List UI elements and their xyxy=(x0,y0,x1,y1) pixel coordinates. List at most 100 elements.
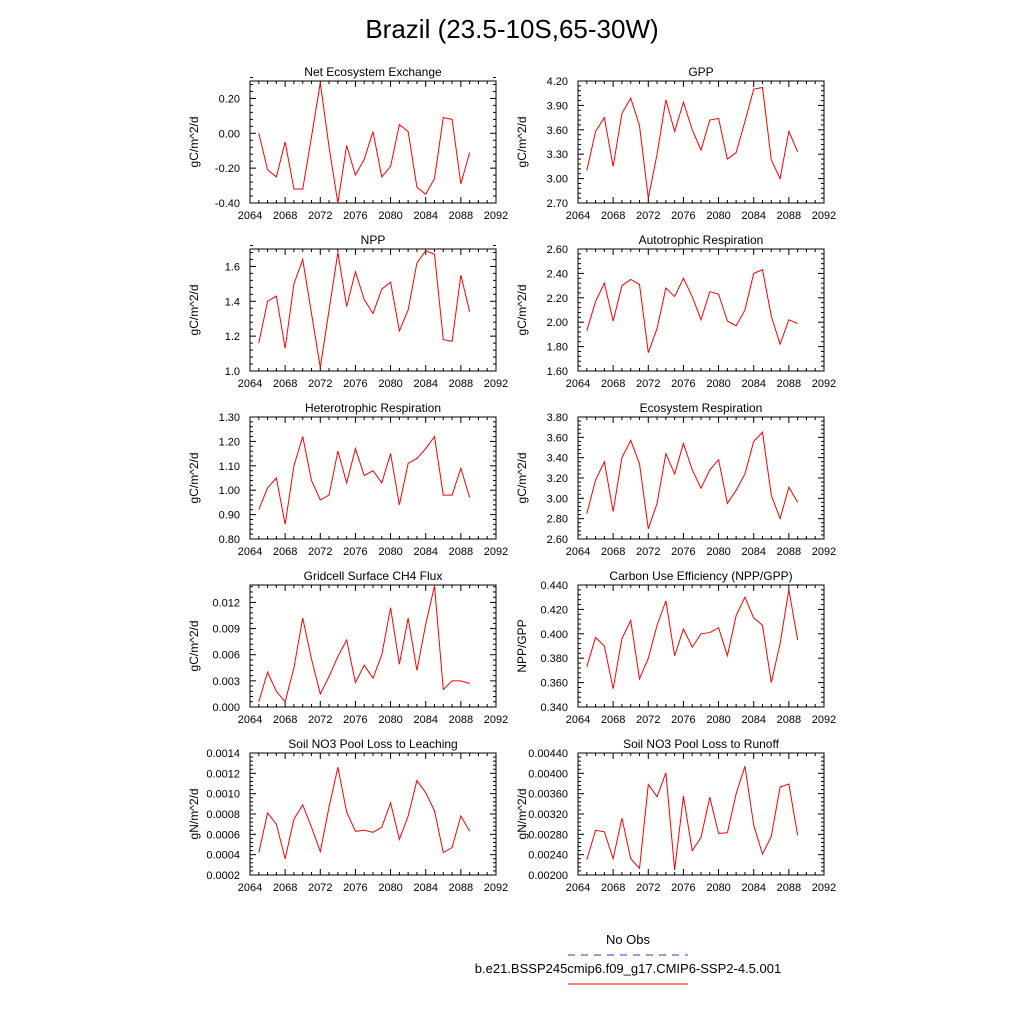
panel-1-y-axis-label: gC/m^2/d xyxy=(515,117,529,168)
panel-6-panel-title: Gridcell Surface CH4 Flux xyxy=(304,569,443,583)
panel-1-x-tick-label: 2076 xyxy=(671,210,695,222)
panel-6-x-tick-label: 2084 xyxy=(413,714,437,726)
panel-8-y-tick-label: 0.0008 xyxy=(206,809,240,821)
panel-1-x-tick-label: 2092 xyxy=(812,210,836,222)
panel-2-x-tick-label: 2076 xyxy=(343,378,367,390)
panel-2-x-tick-label: 2088 xyxy=(449,378,473,390)
panel-4-y-tick-label: 0.80 xyxy=(219,534,240,546)
panel-8-y-tick-label: 0.0010 xyxy=(206,789,240,801)
panel-7-y-tick-label: 0.340 xyxy=(540,702,568,714)
panel-0-y-tick-label: 0.00 xyxy=(219,128,240,140)
panel-3-plot-frame xyxy=(577,248,825,372)
panel-9-y-tick-label: 0.00240 xyxy=(528,850,568,862)
panel-1-y-tick-label: 3.60 xyxy=(547,125,568,137)
panel-0-x-tick-label: 2068 xyxy=(273,210,297,222)
panel-8-x-tick-label: 2072 xyxy=(308,882,332,894)
panel-0-x-tick-label: 2080 xyxy=(378,210,402,222)
panel-4-x-tick-label: 2092 xyxy=(484,546,508,558)
panel-9-x-tick-label: 2080 xyxy=(706,882,730,894)
panel-6-x-tick-label: 2068 xyxy=(273,714,297,726)
panel-4-y-tick-label: 1.30 xyxy=(219,412,240,424)
panel-6-y-tick-label: 0.006 xyxy=(212,650,240,662)
legend-obs-label: No Obs xyxy=(605,932,651,947)
panel-1-y-tick-label: 3.30 xyxy=(547,149,568,161)
panel-7-x-tick-label: 2072 xyxy=(636,714,660,726)
panel-3-y-tick-label: 2.20 xyxy=(547,293,568,305)
panel-5-x-tick-label: 2088 xyxy=(777,546,801,558)
page-title: Brazil (23.5-10S,65-30W) xyxy=(365,14,659,44)
panel-9-x-tick-label: 2088 xyxy=(777,882,801,894)
panel-2-panel-title: NPP xyxy=(361,233,386,247)
panel-4-series-line xyxy=(258,435,471,525)
panel-8-panel-title: Soil NO3 Pool Loss to Leaching xyxy=(288,737,457,751)
panel-5-panel-title: Ecosystem Respiration xyxy=(640,401,763,415)
panel-4-y-axis-label: gC/m^2/d xyxy=(187,453,201,504)
panel-6-x-tick-label: 2064 xyxy=(238,714,262,726)
panel-2-series-line xyxy=(258,250,471,368)
panel-3-panel-title: Autotrophic Respiration xyxy=(639,233,764,247)
panel-0-x-tick-label: 2076 xyxy=(343,210,367,222)
panel-9-y-tick-label: 0.00280 xyxy=(528,829,568,841)
panel-1-y-tick-label: 3.90 xyxy=(547,100,568,112)
panel-2-y-tick-label: 1.4 xyxy=(225,296,240,308)
panel-4-y-tick-label: 1.00 xyxy=(219,485,240,497)
panel-8-x-tick-label: 2080 xyxy=(378,882,402,894)
panel-4-y-tick-label: 1.10 xyxy=(219,461,240,473)
panel-4-panel-title: Heterotrophic Respiration xyxy=(305,401,441,415)
panel-6-x-tick-label: 2092 xyxy=(484,714,508,726)
panel-7-x-tick-label: 2064 xyxy=(566,714,590,726)
panel-6-plot-frame xyxy=(249,584,497,708)
panel-4-x-tick-label: 2072 xyxy=(308,546,332,558)
panel-1-x-tick-label: 2084 xyxy=(741,210,765,222)
panel-4-x-tick-label: 2084 xyxy=(413,546,437,558)
panel-0-x-tick-label: 2084 xyxy=(413,210,437,222)
panel-9-y-tick-label: 0.00320 xyxy=(528,809,568,821)
panel-3-y-tick-label: 2.00 xyxy=(547,317,568,329)
panel-2-y-axis-label: gC/m^2/d xyxy=(187,285,201,336)
panel-5-plot-frame xyxy=(577,416,825,540)
panel-5-y-tick-label: 3.60 xyxy=(547,432,568,444)
panel-3-series-line xyxy=(586,269,798,353)
panel-4-x-tick-label: 2080 xyxy=(378,546,402,558)
panel-3-x-tick-label: 2072 xyxy=(636,378,660,390)
panel-2-x-tick-label: 2084 xyxy=(413,378,437,390)
panel-7-x-tick-label: 2080 xyxy=(706,714,730,726)
panel-1-x-tick-label: 2064 xyxy=(566,210,590,222)
panel-0-panel-title: Net Ecosystem Exchange xyxy=(304,65,442,79)
panel-3-x-tick-label: 2064 xyxy=(566,378,590,390)
panel-8-y-tick-label: 0.0012 xyxy=(206,768,240,780)
panel-1-y-tick-label: 2.70 xyxy=(547,198,568,210)
panel-2-plot-frame xyxy=(249,248,497,372)
panel-2-y-tick-label: 1.0 xyxy=(225,366,240,378)
panel-7-panel-title: Carbon Use Efficiency (NPP/GPP) xyxy=(609,569,792,583)
panel-2-y-tick-label: 1.6 xyxy=(225,261,240,273)
panel-5-y-tick-label: 3.20 xyxy=(547,473,568,485)
panel-4-x-tick-label: 2064 xyxy=(238,546,262,558)
panel-3-x-tick-label: 2076 xyxy=(671,378,695,390)
panel-9-x-tick-label: 2072 xyxy=(636,882,660,894)
panel-0-y-axis-label: gC/m^2/d xyxy=(187,117,201,168)
panel-3-y-axis-label: gC/m^2/d xyxy=(515,285,529,336)
panel-9-x-tick-label: 2084 xyxy=(741,882,765,894)
panel-3-y-tick-label: 1.80 xyxy=(547,342,568,354)
panel-3-x-tick-label: 2084 xyxy=(741,378,765,390)
panel-3-x-tick-label: 2080 xyxy=(706,378,730,390)
panel-7-y-tick-label: 0.440 xyxy=(540,580,568,592)
panel-0-x-tick-label: 2064 xyxy=(238,210,262,222)
panel-7-x-tick-label: 2076 xyxy=(671,714,695,726)
panel-9-y-tick-label: 0.00440 xyxy=(528,748,568,760)
panel-6-y-axis-label: gC/m^2/d xyxy=(187,621,201,672)
panel-7-y-tick-label: 0.400 xyxy=(540,629,568,641)
panel-3-y-tick-label: 2.40 xyxy=(547,268,568,280)
panel-2-x-tick-label: 2092 xyxy=(484,378,508,390)
panel-6-x-tick-label: 2088 xyxy=(449,714,473,726)
panel-1-series-line xyxy=(586,86,799,199)
panel-0-x-tick-label: 2092 xyxy=(484,210,508,222)
panel-0-plot-frame xyxy=(249,80,497,204)
panel-0-y-tick-label: 0.20 xyxy=(219,93,240,105)
panel-8-y-tick-label: 0.0004 xyxy=(206,850,240,862)
panel-9-y-tick-label: 0.00400 xyxy=(528,768,568,780)
panel-8-x-tick-label: 2088 xyxy=(449,882,473,894)
panel-8-x-tick-label: 2068 xyxy=(273,882,297,894)
panel-6-x-tick-label: 2072 xyxy=(308,714,332,726)
